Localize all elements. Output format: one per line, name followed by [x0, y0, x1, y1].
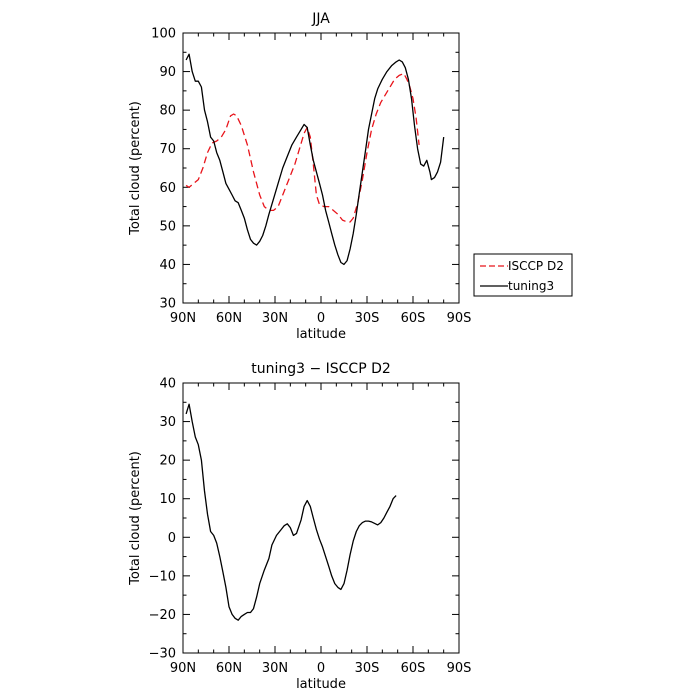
- x-tick-label: 0: [317, 661, 325, 676]
- legend-box: [473, 253, 573, 297]
- x-tick-label: 30S: [355, 661, 380, 676]
- y-tick-label: 30: [159, 415, 176, 430]
- x-tick-label: 0: [317, 311, 325, 326]
- x-tick-label: 30N: [262, 661, 288, 676]
- y-tick-label: 0: [168, 531, 176, 546]
- y-axis-label: Total cloud (percent): [128, 101, 143, 236]
- chart-title: tuning3 − ISCCP D2: [251, 361, 391, 377]
- series-line-tuning3: [185, 53, 445, 266]
- x-tick-label: 90N: [170, 311, 196, 326]
- chart-title: JJA: [311, 11, 330, 27]
- plot-frame: [182, 32, 460, 304]
- x-tick-label: 60N: [216, 311, 242, 326]
- y-axis-label: Total cloud (percent): [128, 451, 143, 586]
- y-tick-label: 30: [159, 297, 176, 312]
- y-tick-label: 60: [159, 181, 176, 196]
- y-tick-label: 90: [159, 65, 176, 80]
- y-tick-label: 20: [159, 454, 176, 469]
- jja-cloud-chart: JJA 90N 60N 30N 0 30S 60S 90S 30 40 50 60 70 80 90 100 l…: [128, 11, 573, 342]
- y-tick-label: −30: [149, 647, 176, 662]
- x-tick-label: 60N: [216, 661, 242, 676]
- y-tick-label: 100: [151, 27, 176, 42]
- y-tick-label: −10: [149, 569, 176, 584]
- y-tick-label: −20: [149, 608, 176, 623]
- y-tick-label: 40: [159, 377, 176, 392]
- series-line-difference: [185, 403, 397, 621]
- y-tick-label: 80: [159, 104, 176, 119]
- x-tick-label: 60S: [401, 311, 426, 326]
- x-axis-label: latitude: [296, 327, 346, 342]
- y-tick-label: 40: [159, 258, 176, 273]
- legend-entry: ISCCP D2: [508, 259, 564, 273]
- plot-frame: [182, 382, 460, 654]
- x-tick-label: 60S: [401, 661, 426, 676]
- legend-entry: tuning3: [508, 279, 554, 293]
- difference-chart: tuning3 − ISCCP D2 90N 60N 30N 0 30S 60S 90S −30…: [128, 361, 471, 692]
- x-tick-label: 90N: [170, 661, 196, 676]
- x-tick-label: 30S: [355, 311, 380, 326]
- x-tick-label: 90S: [447, 311, 472, 326]
- series-line-isccp-d2: [185, 72, 420, 223]
- y-tick-label: 70: [159, 142, 176, 157]
- y-tick-label: 10: [159, 492, 176, 507]
- x-tick-label: 90S: [447, 661, 472, 676]
- y-tick-label: 50: [159, 219, 176, 234]
- x-axis-label: latitude: [296, 677, 346, 692]
- x-tick-label: 30N: [262, 311, 288, 326]
